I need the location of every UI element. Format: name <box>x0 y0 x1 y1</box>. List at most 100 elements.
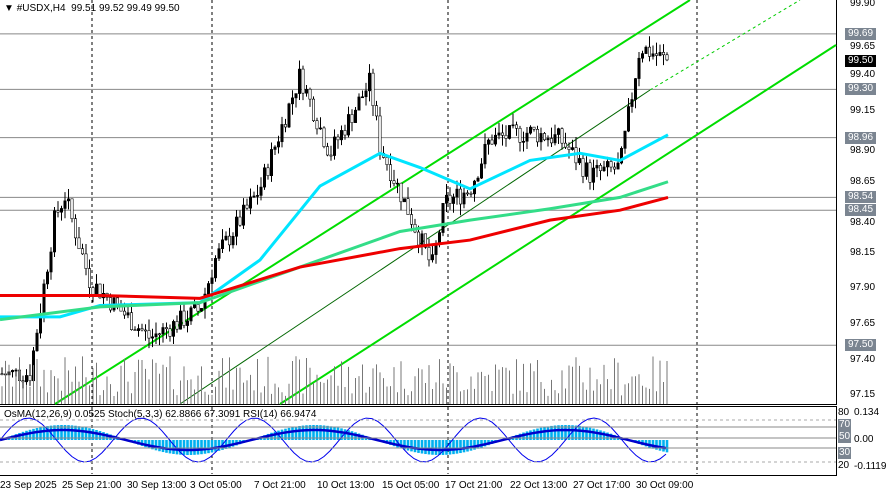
candle-body <box>182 310 186 326</box>
candle-body <box>88 268 92 288</box>
candle-body <box>581 158 585 177</box>
channel-upper <box>54 0 691 405</box>
price-tag: 98.45 <box>845 204 877 216</box>
candle-body <box>28 375 32 382</box>
candle-body <box>311 98 315 121</box>
candle-body <box>644 46 648 54</box>
candle-body <box>259 186 263 196</box>
candle-body <box>154 333 158 338</box>
candle-body <box>647 46 651 57</box>
price-axis-label: 99.65 <box>850 41 876 52</box>
candle-body <box>511 124 515 127</box>
candle-body <box>161 327 165 335</box>
time-axis-label: 30 Sep 13:00 <box>127 480 187 491</box>
candle-body <box>661 52 665 56</box>
candle-body <box>423 233 427 248</box>
candle-body <box>276 141 280 148</box>
candle-body <box>332 136 336 156</box>
indicator-axis-label: 80 <box>838 407 850 418</box>
candle-body <box>325 146 329 156</box>
candle-body <box>221 239 225 249</box>
indicator-axis-label: 70 <box>838 419 852 431</box>
candle-body <box>280 124 284 143</box>
candle-body <box>623 130 627 149</box>
price-tag: 98.96 <box>845 132 877 144</box>
candle-body <box>469 192 473 195</box>
candle-body <box>172 321 176 337</box>
candle-body <box>633 78 637 100</box>
candle-body <box>374 105 378 117</box>
candle-body <box>567 146 571 150</box>
price-tag: 98.54 <box>845 191 877 203</box>
price-axis-label: 98.40 <box>850 217 876 228</box>
candle-body <box>427 247 431 261</box>
ma-slow-line <box>0 195 669 300</box>
indicator-axis-label: 0.134 <box>854 407 880 418</box>
candle-body <box>130 312 134 330</box>
candle-body <box>235 216 239 237</box>
candle-body <box>308 88 312 100</box>
time-axis-label: 27 Oct 17:00 <box>573 480 631 491</box>
candle-body <box>52 210 56 253</box>
candle-body <box>542 133 546 141</box>
candle-body <box>549 138 553 144</box>
candle-body <box>350 114 354 123</box>
candle-body <box>287 103 291 128</box>
candle-body <box>605 161 609 168</box>
candle-body <box>654 53 658 56</box>
ohlc-values: 99.51 99.52 99.49 99.50 <box>71 3 180 14</box>
candle-body <box>518 127 522 143</box>
candle-body <box>388 164 392 181</box>
candle-body <box>532 126 536 130</box>
indicator-axis-label: 20 <box>838 460 850 471</box>
candle-body <box>514 124 518 129</box>
candle-body <box>238 216 242 226</box>
indicator-panel[interactable] <box>0 406 837 476</box>
candle-body <box>402 198 406 203</box>
candle-body <box>11 370 15 373</box>
candle-body <box>304 88 308 94</box>
candle-body <box>343 130 347 136</box>
candle-body <box>451 196 455 204</box>
candle-body <box>416 231 420 246</box>
candle-body <box>301 68 305 94</box>
candle-body <box>560 128 564 144</box>
candle-body <box>214 258 218 279</box>
candle-body <box>665 54 669 61</box>
candle-body <box>528 126 532 134</box>
candle-body <box>346 114 350 136</box>
candle-body <box>640 53 644 59</box>
price-tag: 97.50 <box>845 339 877 351</box>
candle-body <box>262 167 266 188</box>
candle-body <box>595 165 599 169</box>
candle-body <box>56 210 60 213</box>
candle-body <box>483 143 487 165</box>
candle-body <box>318 127 322 130</box>
candle-body <box>609 161 613 168</box>
candle-body <box>140 328 144 331</box>
time-axis-label: 3 Oct 05:00 <box>190 480 242 491</box>
candle-body <box>249 196 253 209</box>
price-chart[interactable] <box>0 0 837 405</box>
candle-body <box>336 136 340 141</box>
candle-body <box>658 52 662 56</box>
candle-body <box>42 283 46 314</box>
candle-body <box>70 198 74 219</box>
candle-body <box>367 72 371 92</box>
candle-body <box>224 235 228 241</box>
candle-body <box>133 329 137 331</box>
candle-body <box>588 162 592 183</box>
candle-body <box>598 165 602 172</box>
price-axis-label: 98.90 <box>850 145 876 156</box>
channel-lower <box>279 44 837 405</box>
candle-body <box>24 375 28 383</box>
candle-body <box>269 149 273 176</box>
candle-body <box>437 232 441 244</box>
candle-body <box>283 124 287 128</box>
candle-body <box>539 133 543 143</box>
candle-body <box>21 380 25 383</box>
candle-body <box>441 203 445 233</box>
candle-body <box>98 283 102 299</box>
candle-body <box>147 330 151 339</box>
